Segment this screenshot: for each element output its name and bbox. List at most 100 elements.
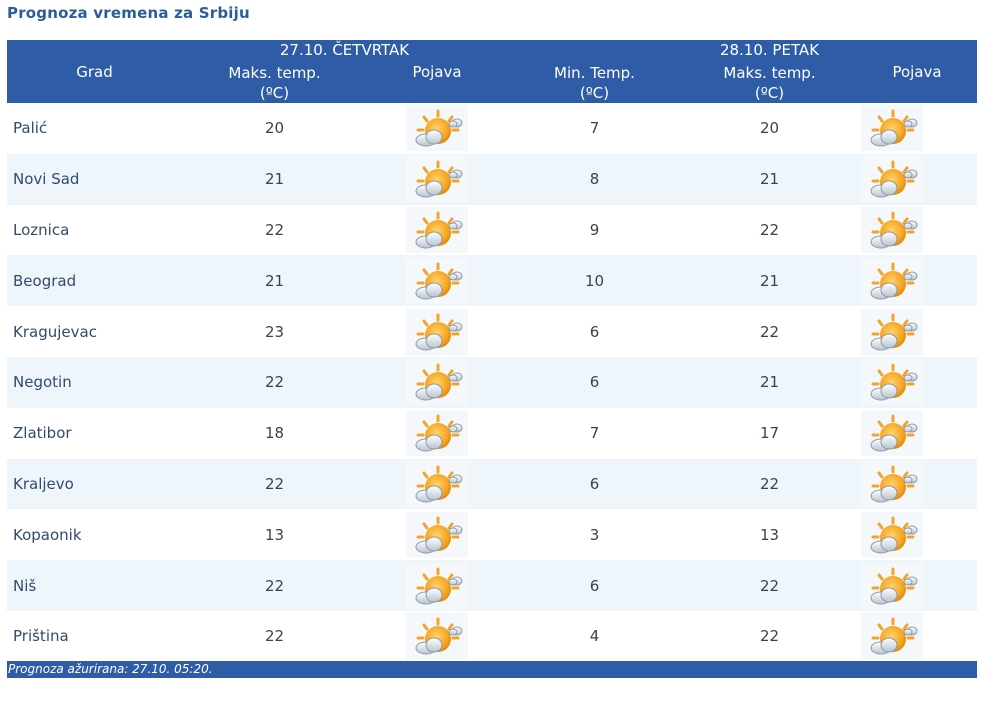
day2-min-temp: 7 <box>507 407 682 459</box>
day1-weather <box>367 306 507 357</box>
header-day1-phen: Pojava <box>412 63 462 81</box>
day2-min-temp: 9 <box>507 204 682 256</box>
city-name: Kopaonik <box>7 509 182 561</box>
day2-min-temp: 4 <box>507 610 682 662</box>
day2-max-temp: 17 <box>682 407 857 459</box>
day1-max-temp: 22 <box>182 356 367 408</box>
city-name: Priština <box>7 610 182 662</box>
city-name: Zlatibor <box>7 407 182 459</box>
header-day1-max-label: Maks. temp. <box>228 64 321 82</box>
day2-max-temp: 21 <box>682 255 857 307</box>
day1-max-temp: 13 <box>182 509 367 561</box>
header-day1-max-unit: (ºC) <box>259 84 290 102</box>
city-name: Loznica <box>7 204 182 256</box>
partly-cloudy-icon <box>861 511 923 558</box>
partly-cloudy-icon <box>861 359 923 406</box>
partly-cloudy-icon <box>861 156 923 203</box>
day1-weather <box>367 560 507 611</box>
header-day2-date: 28.10. PETAK <box>719 41 820 59</box>
page-title: Prognoza vremena za Srbiju <box>7 4 250 22</box>
day1-max-temp: 22 <box>182 610 367 662</box>
partly-cloudy-icon <box>406 359 468 406</box>
day1-max-temp: 20 <box>182 103 367 154</box>
city-name: Kraljevo <box>7 458 182 510</box>
day2-min-temp: 6 <box>507 560 682 611</box>
city-name: Niš <box>7 560 182 611</box>
day2-weather <box>857 610 977 662</box>
partly-cloudy-icon <box>406 156 468 203</box>
header-day1-max: Maks. temp. (ºC) <box>182 63 367 103</box>
day2-weather <box>857 204 977 256</box>
day2-weather <box>857 407 977 459</box>
header-grad-cell: Grad <box>7 40 182 103</box>
table-row: Priština 22 4 22 <box>7 610 977 662</box>
day2-min-temp: 8 <box>507 153 682 205</box>
partly-cloudy-icon <box>406 613 468 660</box>
day1-weather <box>367 255 507 307</box>
table-row: Niš 22 6 22 <box>7 560 977 611</box>
header-day2-phen: Pojava <box>892 63 942 81</box>
table-row: Kopaonik 13 3 13 <box>7 509 977 561</box>
partly-cloudy-icon <box>406 206 468 253</box>
city-name: Negotin <box>7 356 182 408</box>
day2-min-temp: 3 <box>507 509 682 561</box>
partly-cloudy-icon <box>861 410 923 457</box>
header-grad: Grad <box>76 63 113 81</box>
city-name: Palić <box>7 103 182 154</box>
partly-cloudy-icon <box>406 460 468 507</box>
header-day2-max: Maks. temp. (ºC) <box>682 63 857 103</box>
day2-weather <box>857 458 977 510</box>
day2-min-temp: 10 <box>507 255 682 307</box>
partly-cloudy-icon <box>406 105 468 152</box>
city-name: Kragujevac <box>7 306 182 357</box>
day1-weather <box>367 204 507 256</box>
day2-weather <box>857 306 977 357</box>
day2-weather <box>857 509 977 561</box>
day2-max-temp: 22 <box>682 306 857 357</box>
table-row: Kragujevac 23 6 22 <box>7 306 977 357</box>
day1-weather <box>367 356 507 408</box>
partly-cloudy-icon <box>861 613 923 660</box>
header-day2-min-label: Min. Temp. <box>554 64 635 82</box>
day2-max-temp: 13 <box>682 509 857 561</box>
city-name: Novi Sad <box>7 153 182 205</box>
day2-max-temp: 21 <box>682 153 857 205</box>
day2-min-temp: 6 <box>507 356 682 408</box>
day1-weather <box>367 509 507 561</box>
partly-cloudy-icon <box>861 257 923 304</box>
footer-updated: Prognoza ažurirana: 27.10. 05:20. <box>8 662 213 676</box>
day1-max-temp: 22 <box>182 560 367 611</box>
header-row: Grad 27.10. ČETVRTAK Maks. temp. (ºC) Po… <box>7 40 977 103</box>
forecast-table: Grad 27.10. ČETVRTAK Maks. temp. (ºC) Po… <box>7 40 977 662</box>
header-day2-max-label: Maks. temp. <box>723 64 816 82</box>
forecast-table-wrap: Grad 27.10. ČETVRTAK Maks. temp. (ºC) Po… <box>7 40 977 662</box>
day1-max-temp: 21 <box>182 153 367 205</box>
partly-cloudy-icon <box>406 308 468 355</box>
day2-min-temp: 6 <box>507 458 682 510</box>
day2-weather <box>857 255 977 307</box>
day1-max-temp: 22 <box>182 204 367 256</box>
day1-weather <box>367 153 507 205</box>
table-row: Zlatibor 18 7 17 <box>7 407 977 459</box>
day2-min-temp: 7 <box>507 103 682 154</box>
day1-weather <box>367 458 507 510</box>
partly-cloudy-icon <box>861 562 923 609</box>
day1-weather <box>367 103 507 154</box>
day1-max-temp: 23 <box>182 306 367 357</box>
header-day2-min: Min. Temp. (ºC) <box>507 63 682 103</box>
header-day2-min-unit: (ºC) <box>579 84 610 102</box>
day2-max-temp: 22 <box>682 560 857 611</box>
forecast-body: Palić 20 7 20 <box>7 103 977 662</box>
day1-weather <box>367 610 507 662</box>
partly-cloudy-icon <box>861 308 923 355</box>
table-row: Novi Sad 21 8 21 <box>7 153 977 205</box>
day1-max-temp: 21 <box>182 255 367 307</box>
header-day2-cell: 28.10. PETAK Min. Temp. (ºC) Maks. temp.… <box>507 40 977 103</box>
day2-max-temp: 20 <box>682 103 857 154</box>
table-row: Palić 20 7 20 <box>7 103 977 154</box>
partly-cloudy-icon <box>861 105 923 152</box>
footer-bar: Prognoza ažurirana: 27.10. 05:20. <box>7 661 977 678</box>
partly-cloudy-icon <box>861 206 923 253</box>
day1-max-temp: 18 <box>182 407 367 459</box>
day1-max-temp: 22 <box>182 458 367 510</box>
